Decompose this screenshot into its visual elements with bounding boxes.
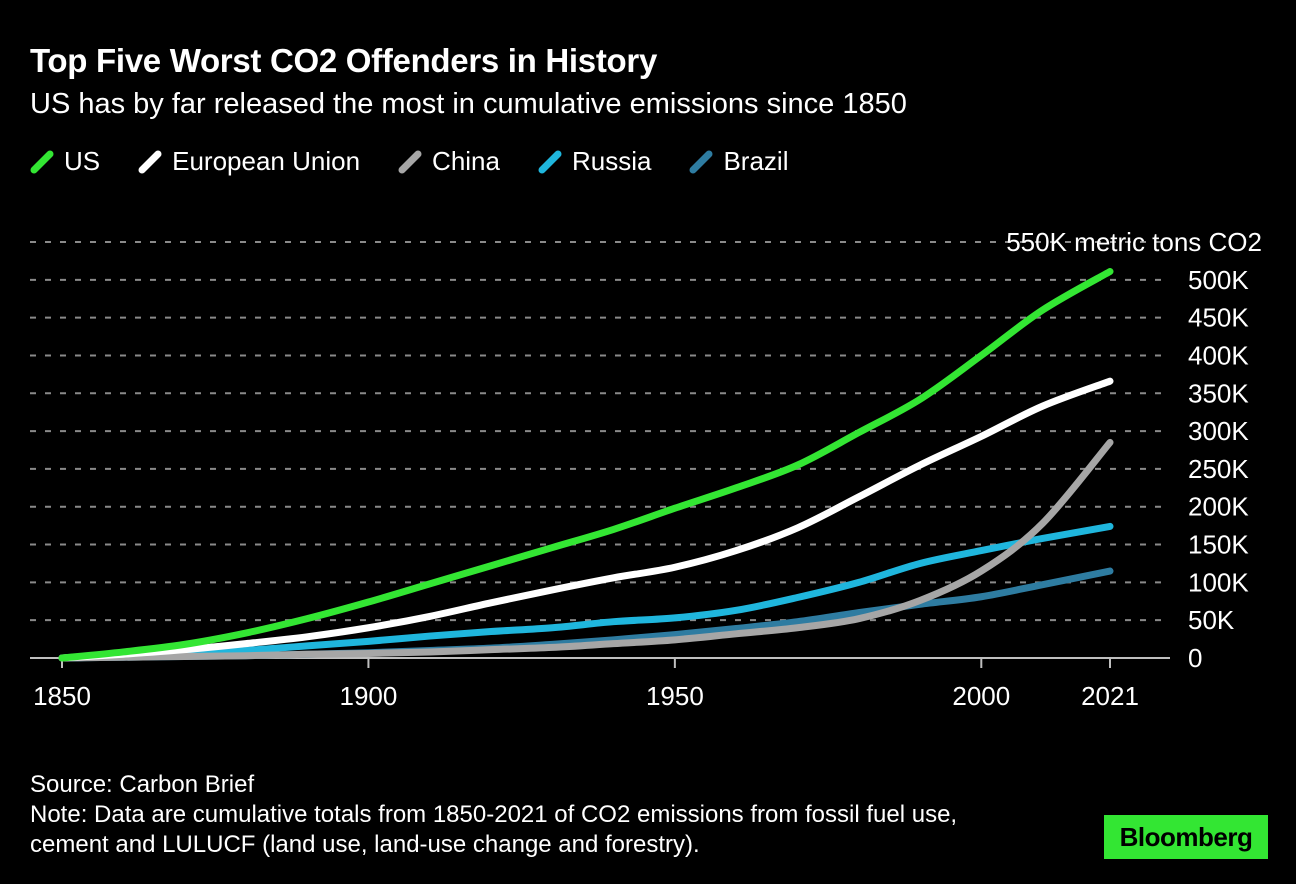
legend-swatch (398, 150, 422, 174)
note-text: Note: Data are cumulative totals from 18… (30, 800, 1040, 860)
x-tick-label: 1850 (33, 681, 91, 711)
y-tick-label: 150K (1188, 530, 1249, 560)
chart-footer: Source: Carbon Brief Note: Data are cumu… (30, 770, 1040, 860)
y-tick-label: 100K (1188, 567, 1249, 597)
y-tick-label: 300K (1188, 416, 1249, 446)
y-tick-label: 50K (1188, 605, 1235, 635)
legend-swatch (538, 150, 562, 174)
legend-item: US (30, 146, 100, 177)
legend-label: US (64, 146, 100, 177)
legend-label: Russia (572, 146, 651, 177)
legend-label: China (432, 146, 500, 177)
chart-title: Top Five Worst CO2 Offenders in History (30, 42, 657, 80)
y-tick-label: 200K (1188, 492, 1249, 522)
legend-swatch (138, 150, 162, 174)
bloomberg-logo: Bloomberg (1104, 815, 1268, 859)
x-tick-label: 2000 (952, 681, 1010, 711)
legend-swatch (30, 150, 54, 174)
legend-item: China (398, 146, 500, 177)
chart-subtitle: US has by far released the most in cumul… (30, 88, 907, 121)
y-tick-label: 500K (1188, 265, 1249, 295)
legend-item: European Union (138, 146, 360, 177)
y-tick-label: 0 (1188, 643, 1202, 673)
y-tick-label: 250K (1188, 454, 1249, 484)
legend-item: Brazil (689, 146, 788, 177)
x-tick-label: 1900 (340, 681, 398, 711)
series-line-european-union (62, 381, 1110, 658)
legend-label: Brazil (723, 146, 788, 177)
x-tick-label: 1950 (646, 681, 704, 711)
y-tick-label: 450K (1188, 303, 1249, 333)
legend-swatch (689, 150, 713, 174)
line-chart: 0 50K 100K 150K 200K 250K 300K 350K 400K 450K 500K… (0, 190, 1296, 730)
chart-legend: US European Union China Russia Brazil (30, 146, 826, 177)
legend-item: Russia (538, 146, 651, 177)
y-unit-label: 550K metric tons CO2 (1006, 227, 1262, 257)
y-tick-label: 350K (1188, 378, 1249, 408)
x-tick-label: 2021 (1081, 681, 1139, 711)
y-tick-label: 400K (1188, 340, 1249, 370)
legend-label: European Union (172, 146, 360, 177)
source-text: Source: Carbon Brief (30, 770, 1040, 800)
